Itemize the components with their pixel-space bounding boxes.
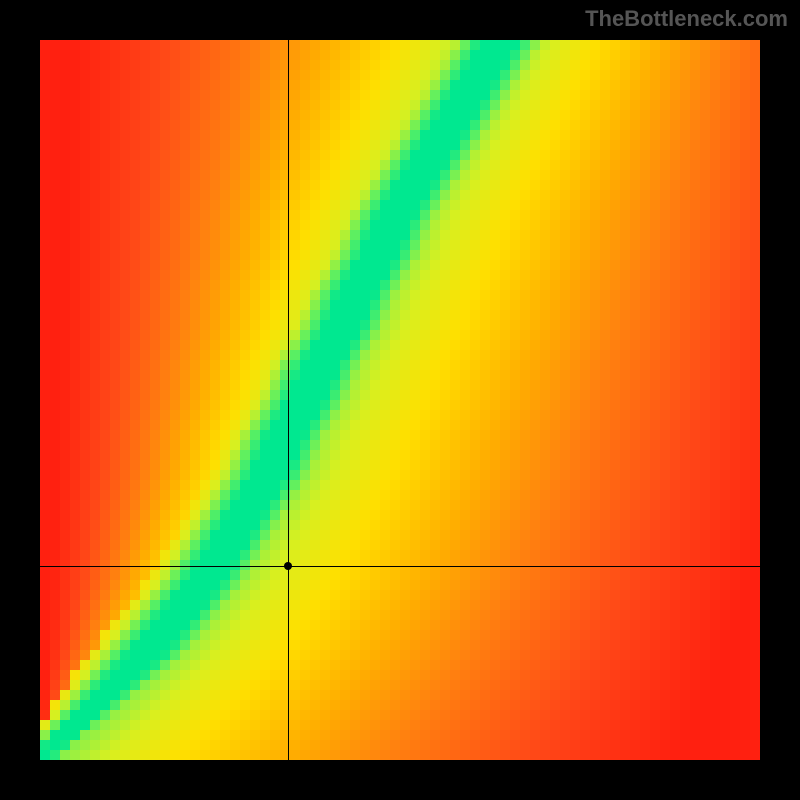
crosshair-marker: [284, 562, 292, 570]
heatmap-canvas: [40, 40, 760, 760]
plot-area: [40, 40, 760, 760]
crosshair-vertical: [288, 40, 289, 760]
crosshair-horizontal: [40, 566, 760, 567]
watermark-text: TheBottleneck.com: [585, 6, 788, 32]
